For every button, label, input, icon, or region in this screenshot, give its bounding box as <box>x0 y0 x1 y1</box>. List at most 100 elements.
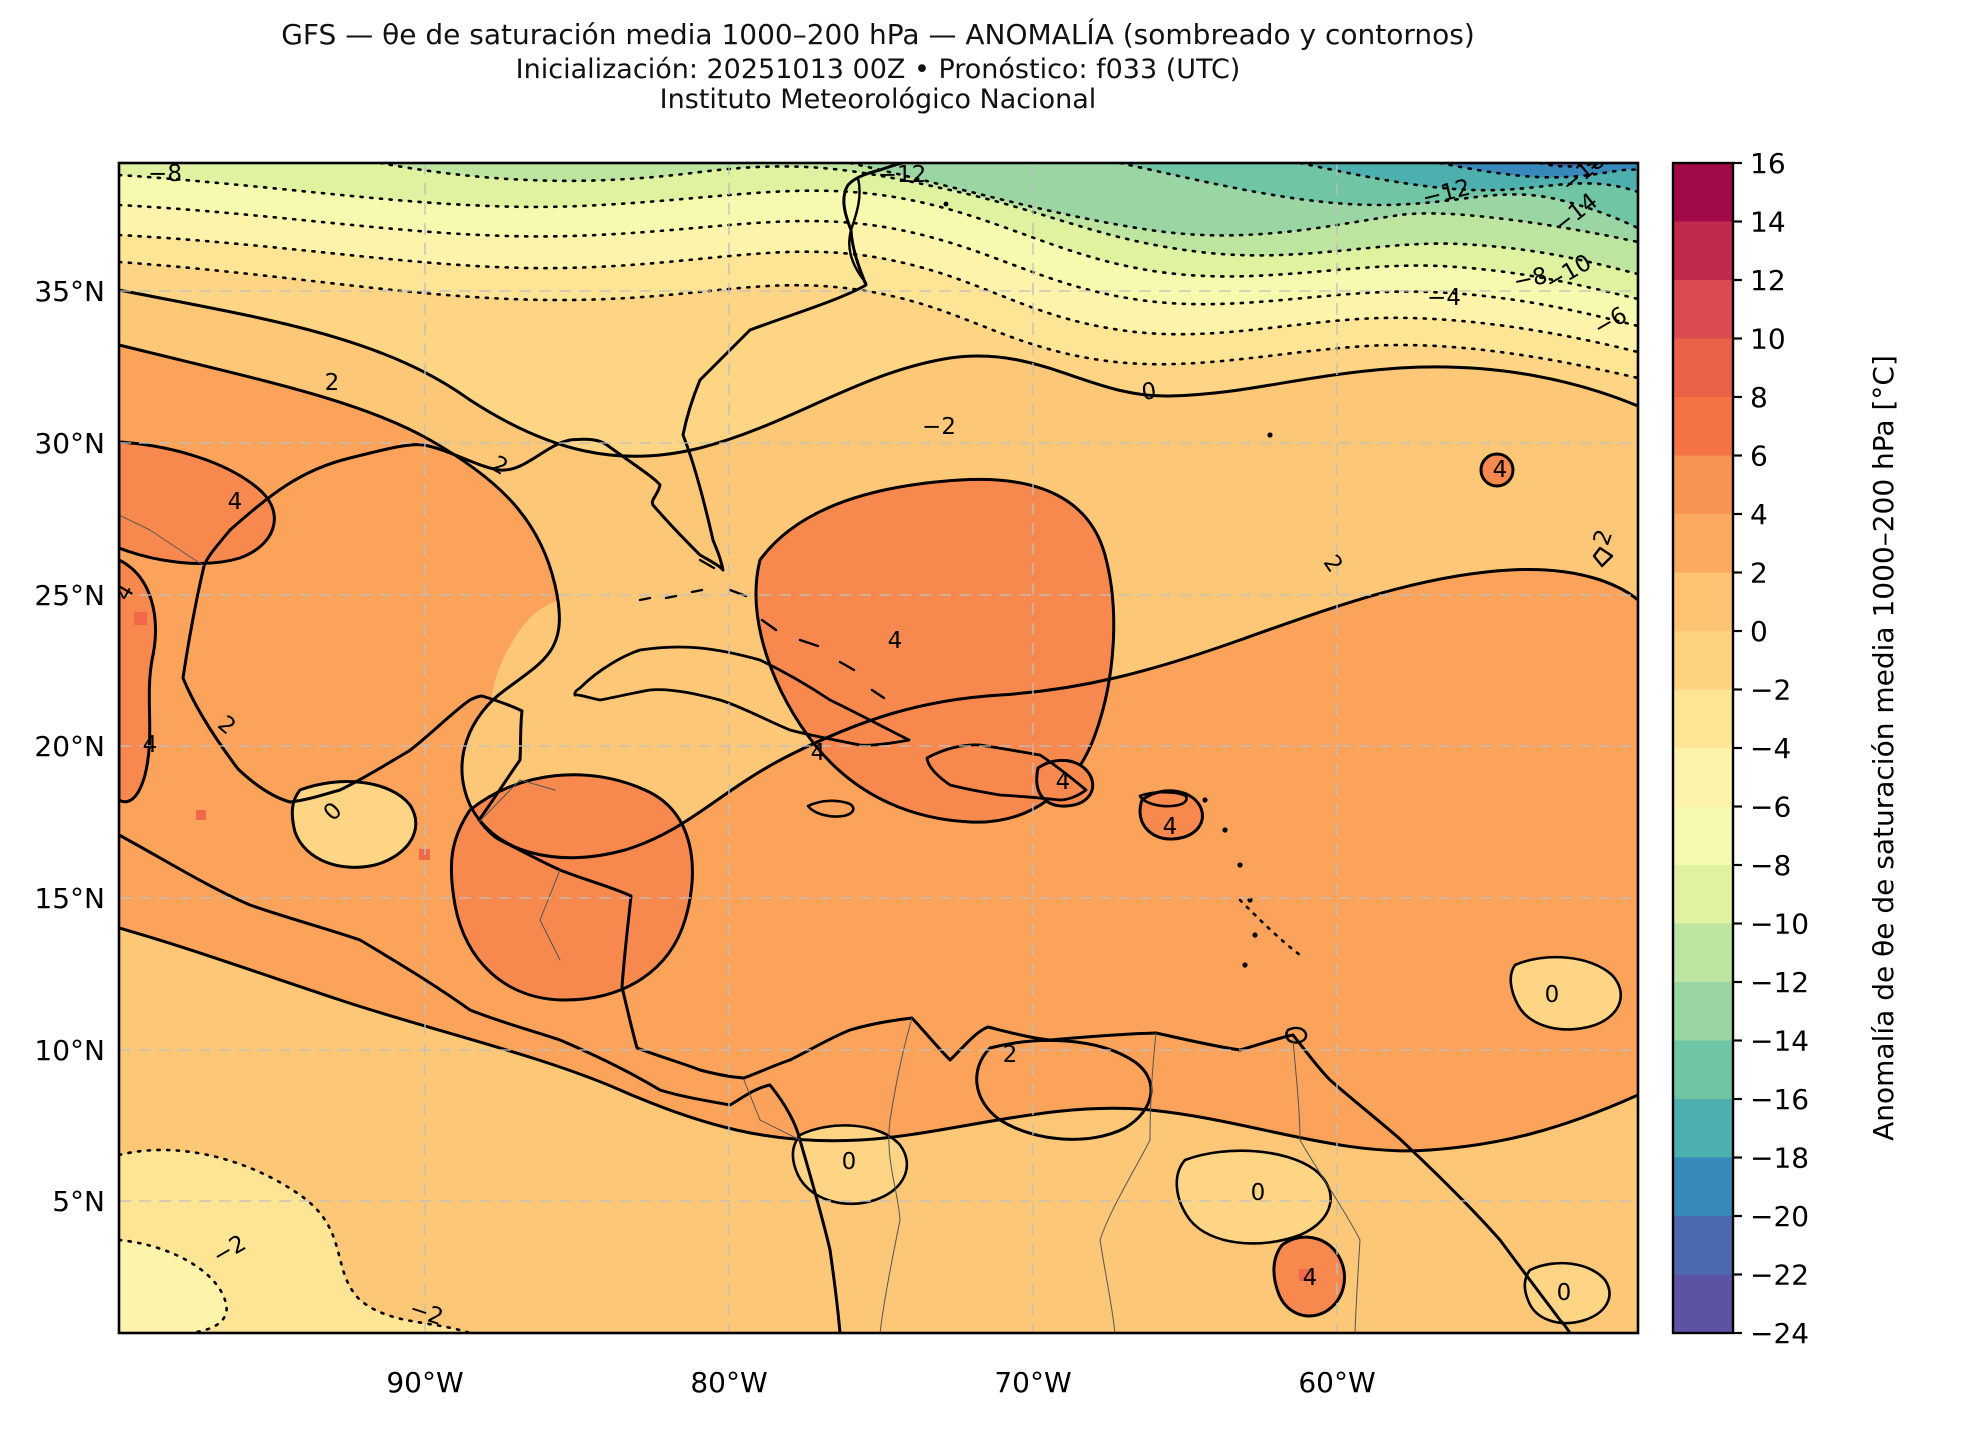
x-tick-label: 90°W <box>386 1366 463 1399</box>
chart-org-line: Instituto Meteorológico Nacional <box>660 84 1097 115</box>
colorbar: 16 14 12 10 8 6 4 2 0 −2 −4 −6 −8 −10 −12 −14 −16 −18 −20 −… <box>1673 147 1809 1350</box>
puerto-rico <box>1138 790 1188 808</box>
y-tick-label: 15°N <box>34 882 105 915</box>
colorbar-tick-label: 12 <box>1750 264 1786 297</box>
y-axis-tick-labels: 35°N 30°N 25°N 20°N 15°N 10°N 5°N <box>34 275 105 1218</box>
colorbar-tick-label: −16 <box>1750 1083 1809 1116</box>
contour-label: −2 <box>922 414 956 440</box>
colorbar-segment <box>1673 865 1733 924</box>
colorbar-tick-label: −6 <box>1750 791 1791 824</box>
colombia-venezuela-border <box>879 1017 913 1333</box>
contour-label: 0 <box>1140 378 1158 406</box>
colorbar-tick-label: 0 <box>1750 615 1768 648</box>
y-tick-label: 30°N <box>34 427 105 460</box>
colorbar-segment <box>1673 163 1733 222</box>
colorbar-segment <box>1673 397 1733 456</box>
chart-title: GFS — θe de saturación media 1000–200 hP… <box>281 17 1475 51</box>
colorbar-segment <box>1673 631 1733 690</box>
contour-label: 0 <box>842 1149 857 1175</box>
contour-label: 4 <box>811 740 826 766</box>
small-islands <box>638 201 1273 968</box>
contour-label: −8 <box>148 161 182 187</box>
contour-label: −12 <box>878 162 927 188</box>
colorbar-segment <box>1673 572 1733 632</box>
colorbar-tick-label: 10 <box>1750 323 1786 356</box>
contour-label: 4 <box>888 628 903 654</box>
yucatan-belize-border <box>478 779 556 823</box>
contour-label: 4 <box>1493 457 1508 483</box>
colorbar-tick-label: −24 <box>1750 1317 1809 1350</box>
colorbar-tick-label: 16 <box>1750 147 1786 180</box>
x-tick-label: 80°W <box>690 1366 767 1399</box>
contour-label: 4 <box>143 732 158 758</box>
x-tick-label: 60°W <box>1298 1366 1375 1399</box>
pale-patches <box>119 600 1621 1333</box>
colorbar-tick-label: −20 <box>1750 1200 1809 1233</box>
us-gulf-atlantic-coast <box>228 163 907 572</box>
guyana-border <box>1292 1039 1361 1333</box>
colorbar-tick-label: 6 <box>1750 440 1768 473</box>
colorbar-segment <box>1673 1040 1733 1100</box>
colorbar-segment <box>1673 221 1733 281</box>
y-tick-label: 25°N <box>34 579 105 612</box>
colorbar-segment <box>1673 338 1733 398</box>
trinidad <box>1285 1026 1308 1044</box>
colorbar-tick-label: 2 <box>1750 557 1768 590</box>
venezuela-brazil-border <box>1099 1032 1157 1333</box>
centam-border-1 <box>539 869 561 961</box>
colorbar-segment <box>1673 280 1733 339</box>
chesapeake-bay <box>848 176 868 285</box>
contour-label: 0 <box>1545 982 1560 1008</box>
jamaica <box>806 799 855 818</box>
colorbar-segment <box>1673 923 1733 983</box>
colorbar-tick-label: −14 <box>1750 1025 1809 1058</box>
colorbar-tick-label: −4 <box>1750 732 1791 765</box>
pacific-coast <box>119 833 842 1333</box>
colorbar-segment <box>1673 455 1733 515</box>
contour-label: 0 <box>1251 1180 1266 1206</box>
colorbar-border <box>1671 161 1735 1335</box>
shading-band-4 <box>119 440 1515 1318</box>
contour-label: 4 <box>1163 814 1178 840</box>
contour-label: 4 <box>228 489 243 515</box>
negative-shading-bands <box>119 163 1638 457</box>
colorbar-tick-label: −22 <box>1750 1259 1809 1292</box>
us-mexico-border <box>119 514 205 567</box>
colorbar-tick-label: −10 <box>1750 908 1809 941</box>
y-tick-label: 20°N <box>34 730 105 763</box>
colorbar-tick-label: 14 <box>1750 206 1786 239</box>
colorbar-segment <box>1673 982 1733 1041</box>
chart-subtitle: Inicialización: 20251013 00Z • Pronóstic… <box>516 54 1241 85</box>
colorbar-label: Anomalía de θe de saturación media 1000–… <box>1867 355 1900 1141</box>
colorbar-tick-label: −2 <box>1750 674 1791 707</box>
panama-colombia-border <box>743 1079 801 1141</box>
colorbar-tick-label: −18 <box>1750 1142 1809 1175</box>
colorbar-tick-label: 8 <box>1750 381 1768 414</box>
contour-label: 2 <box>1003 1042 1018 1068</box>
colorbar-segment <box>1673 1099 1733 1158</box>
colorbar-tick-label: 4 <box>1750 498 1768 531</box>
positive-contours <box>119 288 1638 1325</box>
colorbar-segment <box>1673 1157 1733 1217</box>
contour-label: −4 <box>1427 285 1461 311</box>
colorbar-tick-label: −8 <box>1750 849 1791 882</box>
colorbar-segment <box>1673 1274 1733 1334</box>
colorbar-segment <box>1673 1216 1733 1275</box>
colorbar-tick-label: −12 <box>1750 966 1809 999</box>
x-axis-tick-labels: 90°W 80°W 70°W 60°W <box>386 1366 1375 1399</box>
contour-label: 4 <box>1056 769 1071 795</box>
contour-label: 4 <box>1303 1265 1318 1291</box>
colorbar-segment <box>1673 806 1733 866</box>
contour-label: 2 <box>325 370 340 396</box>
colorbar-segment <box>1673 514 1733 573</box>
colorbar-segment <box>1673 689 1733 749</box>
y-tick-label: 10°N <box>34 1034 105 1067</box>
y-tick-label: 5°N <box>52 1185 105 1218</box>
gridlines <box>119 163 1638 1333</box>
colorbar-segment <box>1673 748 1733 807</box>
y-tick-label: 35°N <box>34 275 105 308</box>
negative-contours <box>119 163 1638 1333</box>
contour-label: 0 <box>1557 1280 1572 1306</box>
